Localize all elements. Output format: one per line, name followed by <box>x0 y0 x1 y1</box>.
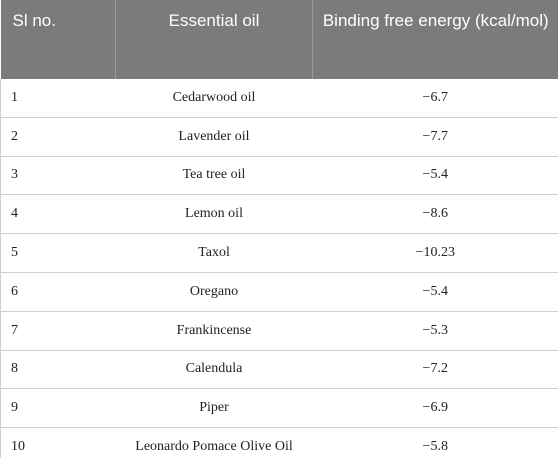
table-cell: −6.9 <box>312 388 558 429</box>
table-cell: −5.4 <box>312 272 558 312</box>
table-cell: Leonardo Pomace Olive Oil <box>115 427 313 458</box>
table-row: 8 Calendula −7.2 <box>0 350 558 390</box>
table-cell: −7.2 <box>312 350 558 390</box>
table-cell: Taxol <box>115 233 313 273</box>
table-cell: Lemon oil <box>115 194 313 235</box>
header-row: Sl no. Essential oil Binding free energy (… <box>0 0 558 79</box>
table-cell: Piper <box>115 388 313 429</box>
table-cell: Calendula <box>115 350 313 390</box>
table-row: 2 Lavender oil −7.7 <box>0 117 558 157</box>
table-cell: 3 <box>0 156 116 196</box>
table-cell: 9 <box>0 388 116 429</box>
table-body: 1 Cedarwood oil −6.7 2 Lavender oil −7.7 3 Tea … <box>0 79 558 458</box>
table-cell: 4 <box>0 194 116 235</box>
table-row: 7 Frankincense −5.3 <box>0 311 558 351</box>
table-row: 5 Taxol −10.23 <box>0 233 558 273</box>
table-row: 4 Lemon oil −8.6 <box>0 194 558 235</box>
table-cell: −8.6 <box>312 194 558 235</box>
table-cell: −5.4 <box>312 156 558 196</box>
table-cell: −7.7 <box>312 117 558 157</box>
table-row: 3 Tea tree oil −5.4 <box>0 156 558 196</box>
table-cell: 7 <box>0 311 116 351</box>
table-cell: Cedarwood oil <box>115 79 313 118</box>
table-cell: Oregano <box>115 272 313 312</box>
table-cell: Lavender oil <box>115 117 313 157</box>
table-cell: Frankincense <box>115 311 313 351</box>
table-cell: 1 <box>0 79 116 118</box>
table-cell: −5.3 <box>312 311 558 351</box>
table-row: 6 Oregano −5.4 <box>0 272 558 312</box>
column-header: Binding free energy (kcal/mol) <box>312 0 558 79</box>
table-row: 9 Piper −6.9 <box>0 388 558 429</box>
table-cell: 5 <box>0 233 116 273</box>
table-row: 10 Leonardo Pomace Olive Oil −5.8 <box>0 427 558 458</box>
table-row: 1 Cedarwood oil −6.7 <box>0 79 558 118</box>
table-cell: Tea tree oil <box>115 156 313 196</box>
column-header: Sl no. <box>0 0 116 79</box>
column-header: Essential oil <box>115 0 313 79</box>
table-cell: 10 <box>0 427 116 458</box>
table-cell: 2 <box>0 117 116 157</box>
table-cell: −10.23 <box>312 233 558 273</box>
table-cell: 8 <box>0 350 116 390</box>
table-cell: 6 <box>0 272 116 312</box>
table-cell: −5.8 <box>312 427 558 458</box>
table-cell: −6.7 <box>312 79 558 118</box>
